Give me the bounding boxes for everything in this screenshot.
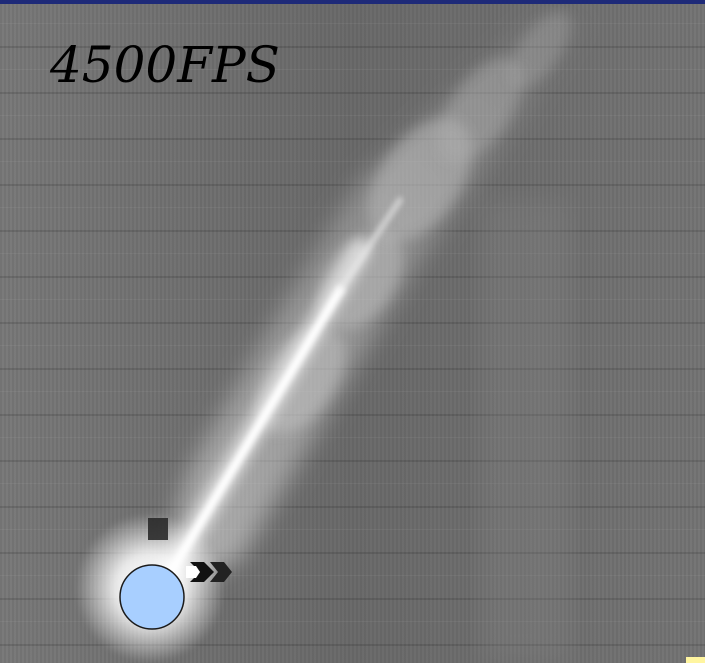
fps-label: 4500FPS <box>50 36 280 94</box>
corner-mark <box>686 657 705 663</box>
circle-droplet-icon <box>119 564 185 630</box>
square-marker-icon <box>148 518 168 540</box>
top-band <box>0 0 705 4</box>
nozzle-icon <box>186 562 232 582</box>
